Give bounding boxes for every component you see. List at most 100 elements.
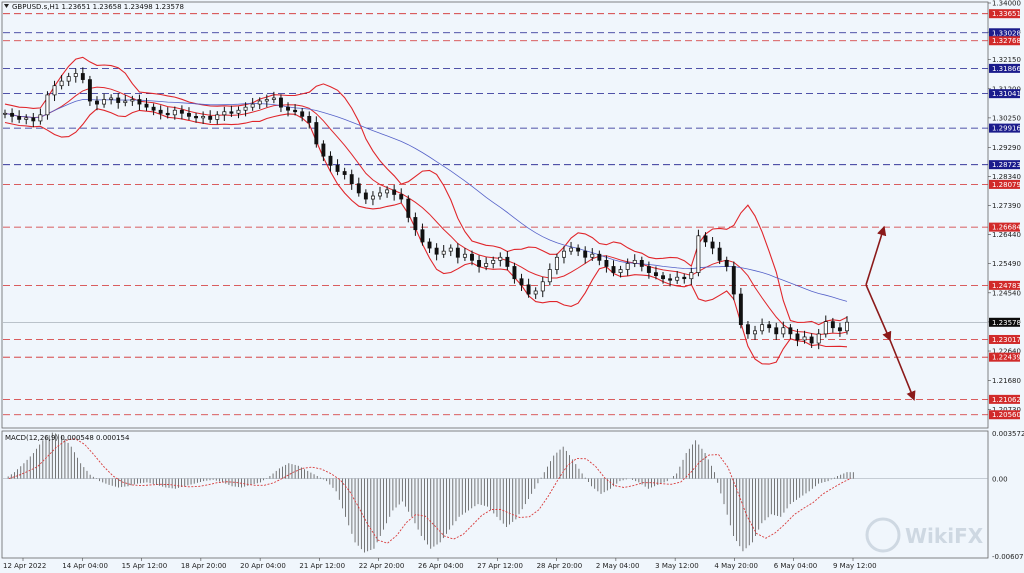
level-label-0: 1.33651 bbox=[992, 10, 1021, 18]
candle-body-106 bbox=[753, 330, 757, 335]
candle-body-92 bbox=[654, 272, 658, 277]
candle-body-75 bbox=[533, 290, 538, 295]
candle-body-67 bbox=[477, 259, 482, 267]
level-label-4: 1.31041 bbox=[992, 90, 1021, 98]
candle-body-115 bbox=[816, 333, 821, 344]
candle-body-111 bbox=[788, 327, 793, 335]
candle-body-50 bbox=[356, 183, 361, 194]
candle-body-80 bbox=[569, 247, 574, 252]
candle-body-99 bbox=[703, 235, 708, 243]
candle-body-73 bbox=[519, 278, 524, 286]
candle-body-13 bbox=[95, 100, 99, 105]
candle-body-103 bbox=[731, 266, 736, 295]
candle-body-94 bbox=[668, 278, 673, 281]
candle-body-70 bbox=[498, 256, 503, 261]
candle-body-28 bbox=[201, 116, 206, 119]
candle-body-40 bbox=[286, 106, 290, 111]
last-price-box bbox=[989, 317, 1020, 327]
macd-title: MACD(12,26,9) 0.000548 0.000154 bbox=[5, 434, 130, 442]
x-tick-label-9: 28 Apr 20:00 bbox=[537, 562, 583, 570]
level-label-box-7 bbox=[989, 179, 1020, 189]
candle-body-91 bbox=[646, 266, 651, 273]
candle-body-71 bbox=[505, 256, 510, 267]
candle-body-37 bbox=[264, 99, 269, 102]
candle-body-5 bbox=[38, 114, 43, 122]
candle-body-9 bbox=[66, 76, 71, 82]
candle-body-14 bbox=[102, 99, 107, 105]
candle-body-101 bbox=[717, 247, 722, 261]
candle-body-116 bbox=[823, 321, 828, 335]
candle-body-22 bbox=[158, 109, 163, 114]
candle-body-51 bbox=[363, 192, 368, 200]
candle-body-16 bbox=[116, 97, 121, 103]
candle-body-21 bbox=[151, 106, 156, 111]
candle-body-81 bbox=[576, 247, 581, 252]
level-label-box-8 bbox=[989, 222, 1020, 232]
candle-body-32 bbox=[229, 111, 234, 114]
candle-body-23 bbox=[165, 112, 170, 116]
candle-body-109 bbox=[774, 327, 779, 335]
candle-body-25 bbox=[179, 109, 184, 114]
chart-menu-icon[interactable] bbox=[4, 4, 9, 8]
level-label-box-9 bbox=[989, 280, 1020, 290]
level-label-10: 1.23017 bbox=[992, 336, 1021, 344]
level-label-box-12 bbox=[989, 394, 1020, 404]
candle-body-54 bbox=[385, 189, 390, 194]
candle-body-113 bbox=[802, 336, 807, 341]
candle-body-8 bbox=[59, 80, 64, 87]
y-tick-label-2: 1.32150 bbox=[992, 56, 1021, 64]
candle-body-57 bbox=[406, 198, 411, 218]
candle-body-42 bbox=[300, 111, 305, 117]
symbol-title: GBPUSD.s,H1 1.23651 1.23658 1.23498 1.23… bbox=[12, 3, 184, 11]
candle-body-18 bbox=[130, 99, 135, 102]
level-label-3: 1.31866 bbox=[992, 65, 1021, 73]
price-pane-frame bbox=[1, 1, 989, 429]
x-tick-label-12: 4 May 20:00 bbox=[714, 562, 758, 570]
candle-body-95 bbox=[675, 276, 680, 281]
time-axis-labels: 12 Apr 2022 14 Apr 04:00 15 Apr 12:00 18 Ap… bbox=[3, 558, 877, 570]
candle-body-66 bbox=[470, 253, 474, 261]
candle-body-98 bbox=[696, 235, 701, 273]
indicators bbox=[4, 56, 848, 365]
y-tick-label-13: 1.21680 bbox=[992, 377, 1021, 385]
candle-body-44 bbox=[314, 122, 319, 145]
candle-body-55 bbox=[392, 189, 397, 195]
candle-body-60 bbox=[427, 241, 432, 249]
x-tick-label-7: 26 Apr 04:00 bbox=[418, 562, 464, 570]
y-tick-label-14: 1.20730 bbox=[992, 406, 1021, 414]
x-tick-label-5: 21 Apr 12:00 bbox=[299, 562, 345, 570]
candle-body-78 bbox=[554, 256, 559, 270]
candle-body-35 bbox=[250, 103, 255, 108]
x-tick-label-14: 9 May 12:00 bbox=[833, 562, 877, 570]
candle-body-7 bbox=[52, 85, 57, 96]
last-price-label: 1.23578 bbox=[992, 319, 1021, 327]
y-tick-label-12: 1.22640 bbox=[992, 348, 1021, 356]
candle-body-105 bbox=[745, 324, 750, 335]
level-label-box-1 bbox=[989, 28, 1020, 38]
level-label-6: 1.28723 bbox=[992, 161, 1021, 169]
candle-body-65 bbox=[462, 253, 467, 258]
level-label-1: 1.33028 bbox=[992, 29, 1021, 37]
level-label-box-6 bbox=[989, 160, 1020, 170]
y-tick-label-10: 1.24540 bbox=[992, 289, 1021, 297]
candle-body-53 bbox=[378, 192, 382, 197]
y-tick-label-7: 1.27390 bbox=[992, 202, 1021, 210]
y-tick-label-0: 1.34000 bbox=[992, 0, 1021, 8]
last-price-tag: 1.23578 bbox=[989, 317, 1021, 327]
macd-axis-ticks: 0.003572 0.00 -0.006072 bbox=[992, 430, 1024, 561]
candle-body-27 bbox=[194, 116, 198, 119]
candle-body-1 bbox=[10, 112, 15, 117]
macd-signal-line bbox=[8, 438, 852, 544]
candle-body-68 bbox=[484, 263, 489, 267]
x-tick-label-10: 2 May 04:00 bbox=[596, 562, 640, 570]
candle-body-114 bbox=[809, 336, 814, 344]
x-tick-label-0: 12 Apr 2022 bbox=[3, 562, 46, 570]
candles bbox=[3, 67, 849, 350]
level-label-2: 1.32768 bbox=[992, 37, 1021, 45]
candle-body-15 bbox=[109, 97, 114, 100]
candle-body-46 bbox=[328, 155, 333, 166]
candle-body-34 bbox=[243, 106, 248, 111]
candle-body-59 bbox=[420, 229, 425, 243]
y-tick-label-9: 1.25490 bbox=[992, 260, 1021, 268]
